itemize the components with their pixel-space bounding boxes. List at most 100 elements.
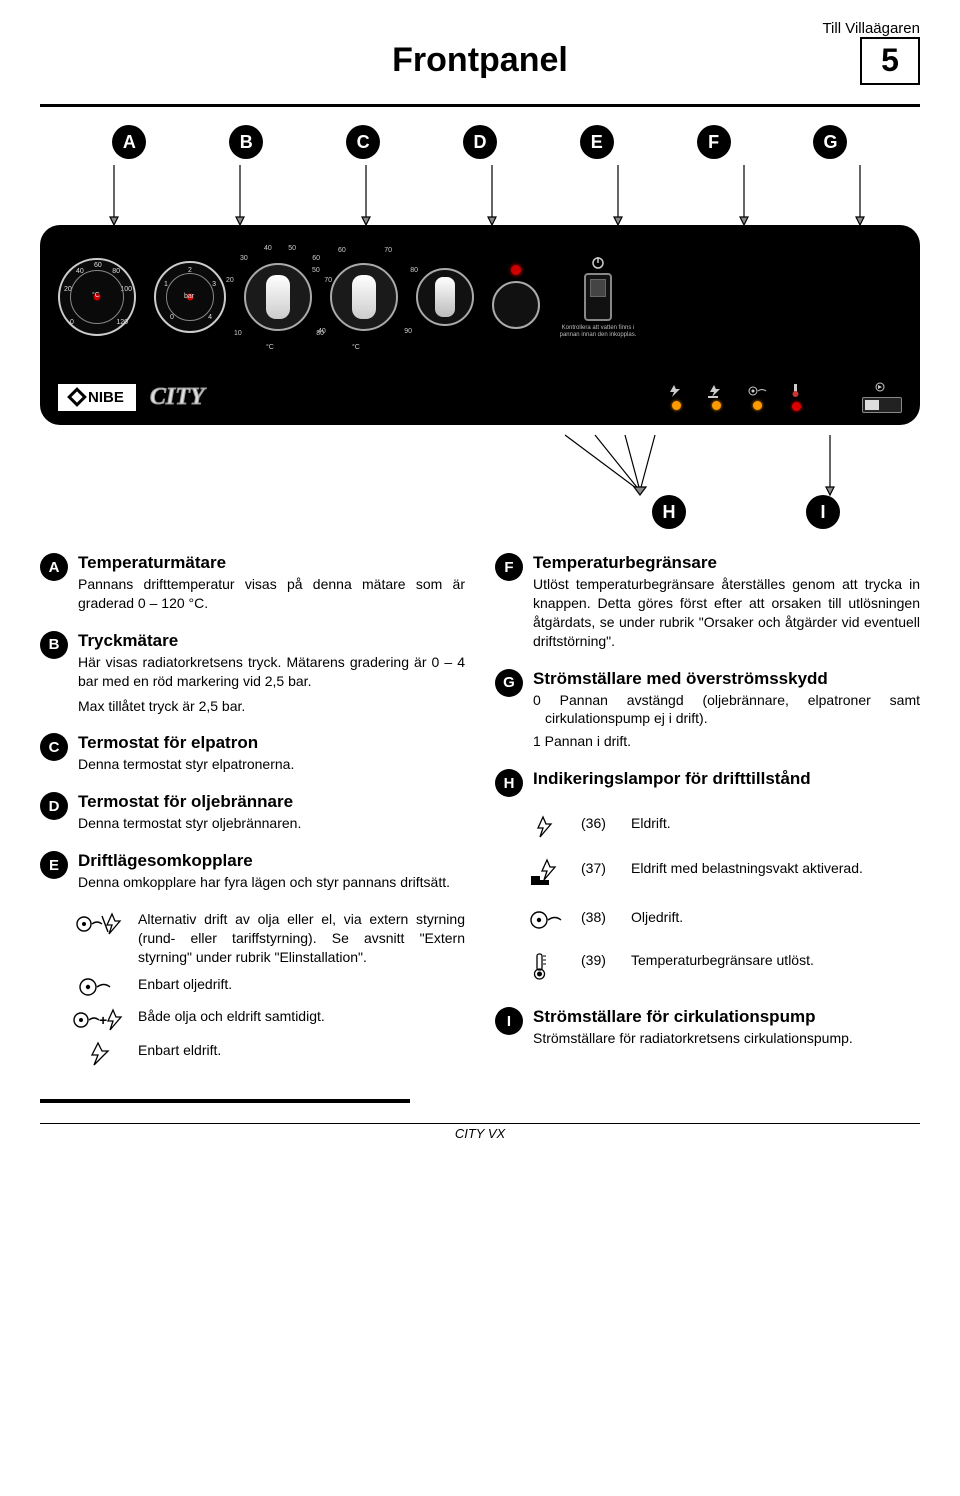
title-C: Termostat för elpatron: [78, 733, 465, 753]
lamp-39-text: Temperaturbegränsare utlöst.: [631, 952, 920, 968]
nibe-logo-box: NIBE: [58, 384, 136, 411]
bullet-C: C: [40, 733, 68, 761]
bullet-E: E: [40, 851, 68, 879]
label-A: A: [112, 125, 146, 159]
mode-4: Enbart eldrift.: [74, 1041, 465, 1067]
label-I: I: [806, 495, 840, 529]
mode-2: Enbart oljedrift.: [74, 975, 465, 999]
lamp-37-num: (37): [581, 860, 619, 876]
bolt-icon: [668, 385, 684, 397]
title-D: Termostat för oljebrännare: [78, 792, 465, 812]
panel-row: 0 20 40 60 80 100 120 °C 0 1 2 3 4 bar: [58, 237, 902, 357]
main-switch[interactable]: [584, 273, 612, 321]
label-D: D: [463, 125, 497, 159]
bullet-G: G: [495, 669, 523, 697]
label-G: G: [813, 125, 847, 159]
header-corner: Till Villaägaren: [40, 20, 920, 37]
section-I: I Strömställare för cirkulationspump Str…: [495, 1007, 920, 1048]
mode-1: Alternativ drift av olja eller el, via e…: [74, 910, 465, 967]
thermo-icon: [529, 952, 569, 985]
left-column: A Temperaturmätare Pannans drifttemperat…: [40, 553, 465, 1075]
mode-3: + Både olja och eldrift samtidigt.: [74, 1007, 465, 1033]
pressure-gauge: 0 1 2 3 4 bar: [154, 261, 226, 333]
bolt-bar-icon: [529, 860, 569, 891]
fan-plus-bolt-icon: +: [74, 1007, 124, 1033]
bullet-D: D: [40, 792, 68, 820]
text-D: Denna termostat styr oljebrännaren.: [78, 814, 465, 833]
top-labels-row: A B C D E F G: [40, 125, 920, 159]
mode-selector[interactable]: [416, 268, 474, 326]
bullet-F: F: [495, 553, 523, 581]
lamp-39-num: (39): [581, 952, 619, 968]
right-column: F Temperaturbegränsare Utlöst temperatur…: [495, 553, 920, 1075]
header-rule: [40, 104, 920, 107]
limiter-led-icon: [511, 265, 521, 275]
lamp-38-text: Oljedrift.: [631, 909, 920, 925]
lamp-37: (37) Eldrift med belastningsvakt aktiver…: [529, 860, 920, 891]
title-E: Driftlägesomkopplare: [78, 851, 465, 871]
bullet-H: H: [495, 769, 523, 797]
section-C: C Termostat för elpatron Denna termostat…: [40, 733, 465, 774]
lamp-37-text: Eldrift med belastningsvakt aktiverad.: [631, 860, 920, 876]
fan-icon: [529, 909, 569, 934]
mode-1-text: Alternativ drift av olja eller el, via e…: [138, 910, 465, 967]
text-G0: 0 Pannan avstängd (oljebrännare, elpatro…: [533, 691, 920, 729]
title-A: Temperaturmätare: [78, 553, 465, 573]
text-G1: 1 Pannan i drift.: [533, 732, 920, 751]
bullet-B: B: [40, 631, 68, 659]
thermostat-elpatron[interactable]: 10 20 30 40 50 60 70 80 °C: [244, 263, 312, 331]
footer-rule: [40, 1099, 410, 1103]
mode-2-text: Enbart oljedrift.: [138, 975, 465, 994]
bullet-A: A: [40, 553, 68, 581]
mode-3-text: Både olja och eldrift samtidigt.: [138, 1007, 465, 1026]
power-icon: [590, 255, 606, 269]
section-B: B Tryckmätare Här visas radiatorkretsens…: [40, 631, 465, 716]
text-B: Här visas radiatorkretsens tryck. Mätare…: [78, 653, 465, 691]
bolt-bar-icon: [708, 385, 724, 397]
label-H: H: [652, 495, 686, 529]
thermostat-oljebrannare[interactable]: 40 50 60 70 80 90 °C: [330, 263, 398, 331]
page-title: Frontpanel: [40, 41, 920, 80]
section-E: E Driftlägesomkopplare Denna omkopplare …: [40, 851, 465, 892]
circulation-pump-switch[interactable]: [862, 397, 902, 413]
label-E: E: [580, 125, 614, 159]
lamp-39: (39) Temperaturbegränsare utlöst.: [529, 952, 920, 985]
descriptions: A Temperaturmätare Pannans drifttemperat…: [40, 553, 920, 1075]
label-C: C: [346, 125, 380, 159]
section-A: A Temperaturmätare Pannans drifttemperat…: [40, 553, 465, 613]
text-I: Strömställare för radiatorkretsens cirku…: [533, 1029, 920, 1048]
section-F: F Temperaturbegränsare Utlöst temperatur…: [495, 553, 920, 651]
title-F: Temperaturbegränsare: [533, 553, 920, 573]
bolt-icon: [529, 815, 569, 842]
fan-icon: [748, 385, 766, 397]
text-A: Pannans drifttemperatur visas på denna m…: [78, 575, 465, 613]
control-panel: 0 20 40 60 80 100 120 °C 0 1 2 3 4 bar: [40, 225, 920, 425]
text-E: Denna omkopplare har fyra lägen och styr…: [78, 873, 465, 892]
title-I: Strömställare för cirkulationspump: [533, 1007, 920, 1027]
title-H: Indikeringslampor för drifttillstånd: [533, 769, 920, 789]
section-H: H Indikeringslampor för drifttillstånd: [495, 769, 920, 797]
bolt-icon: [74, 1041, 124, 1067]
model-text: CITY: [150, 384, 205, 411]
panel-outer: 0 20 40 60 80 100 120 °C 0 1 2 3 4 bar: [40, 225, 920, 425]
mode-4-text: Enbart eldrift.: [138, 1041, 465, 1060]
temp-limiter-reset[interactable]: [492, 281, 540, 329]
lamp-36: (36) Eldrift.: [529, 815, 920, 842]
thermo-icon: [790, 384, 802, 398]
text-B2: Max tillåtet tryck är 2,5 bar.: [78, 697, 465, 716]
switch-warning: Kontrollera att vatten finns i pannan in…: [558, 325, 638, 338]
fan-slash-bolt-icon: [74, 910, 124, 938]
header-row: Frontpanel 5: [40, 41, 920, 80]
nibe-logo-icon: [67, 387, 87, 407]
label-B: B: [229, 125, 263, 159]
text-C: Denna termostat styr elpatronerna.: [78, 755, 465, 774]
section-G: G Strömställare med överströmsskydd 0 Pa…: [495, 669, 920, 752]
bottom-pointers: [40, 435, 920, 495]
lamp-38-num: (38): [581, 909, 619, 925]
brand-row: NIBE CITY: [58, 381, 902, 413]
brand-text: NIBE: [88, 389, 124, 406]
lamp-38: (38) Oljedrift.: [529, 909, 920, 934]
fan-icon: [74, 975, 124, 999]
label-F: F: [697, 125, 731, 159]
text-F: Utlöst temperaturbegränsare återställes …: [533, 575, 920, 651]
